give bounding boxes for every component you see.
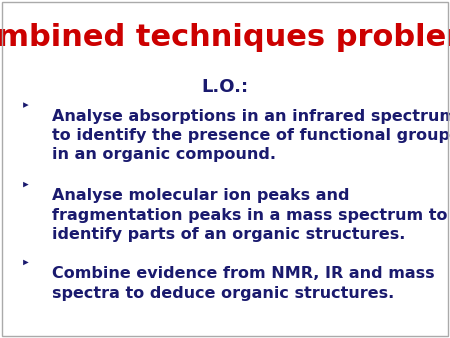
Text: Combined techniques problems: Combined techniques problems [0, 23, 450, 52]
Text: Analyse molecular ion peaks and
fragmentation peaks in a mass spectrum to
identi: Analyse molecular ion peaks and fragment… [52, 189, 448, 242]
Text: Combine evidence from NMR, IR and mass
spectra to deduce organic structures.: Combine evidence from NMR, IR and mass s… [52, 266, 435, 300]
Text: Analyse absorptions in an infrared spectrum
to identify the presence of function: Analyse absorptions in an infrared spect… [52, 109, 450, 162]
Text: L.O.:: L.O.: [202, 78, 248, 96]
